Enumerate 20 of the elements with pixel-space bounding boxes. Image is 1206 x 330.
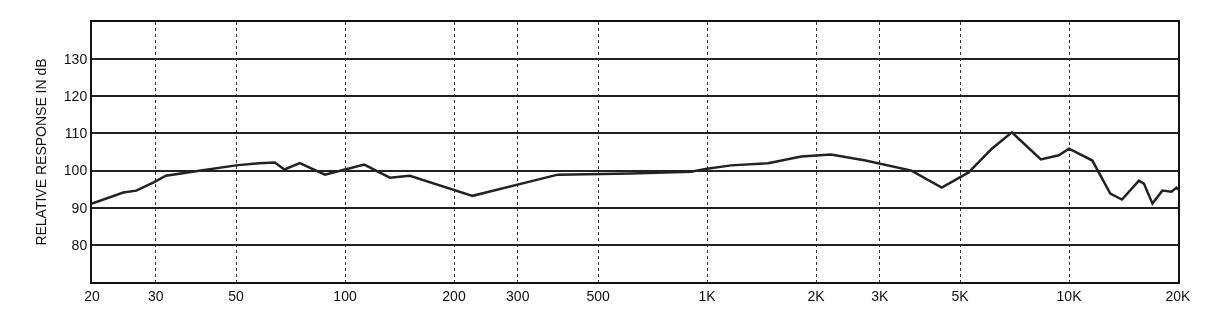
x-tick-label: 20 [84,287,100,304]
x-tick-label: 30 [147,287,164,304]
x-tick-label: 3K [871,287,889,304]
y-tick-label: 130 [63,51,88,68]
x-tick-label: 20K [1165,287,1192,304]
y-tick-label: 110 [64,125,88,142]
y-tick-label: 80 [71,236,88,253]
x-tick-label: 100 [333,287,357,304]
y-tick-label: 90 [71,199,88,216]
x-tick-label: 50 [228,287,245,304]
x-tick-label: 5K [951,287,970,304]
y-tick-label: 120 [63,88,88,105]
x-tick-label: 2K [807,287,826,304]
x-tick-label: 10K [1056,287,1083,304]
x-tick-label: 1K [698,287,717,304]
x-tick-label: 300 [506,287,530,304]
x-tick-label: 200 [442,287,466,304]
y-axis-title: RELATIVE RESPONSE IN dB [32,58,49,246]
x-tick-label: 500 [586,287,610,304]
y-tick-label: 100 [63,162,88,179]
